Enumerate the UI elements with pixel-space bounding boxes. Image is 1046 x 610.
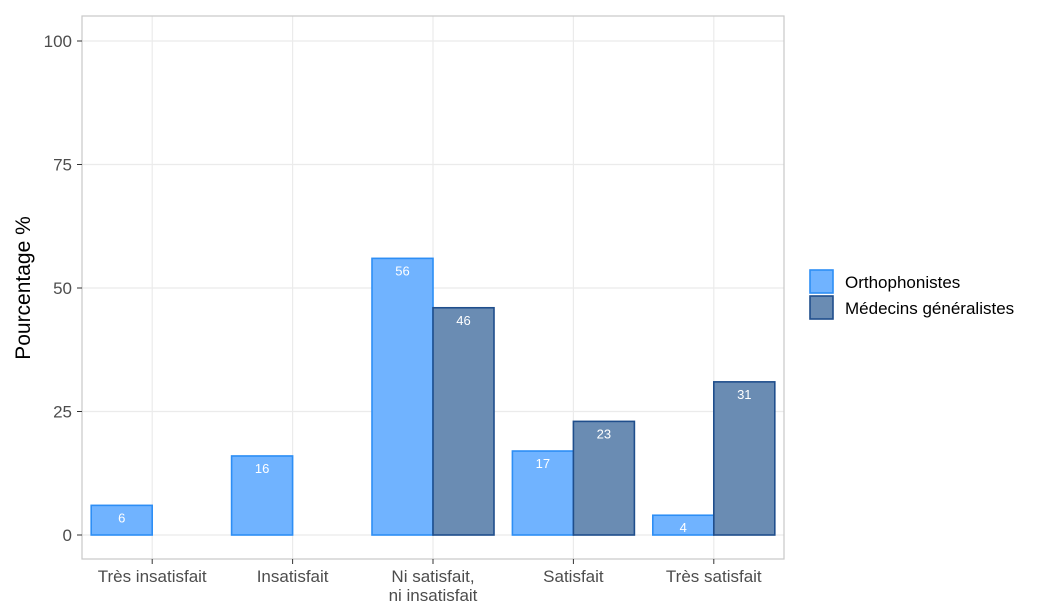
bars-layer [90,257,776,536]
y-axis-title: Pourcentage % [12,216,35,360]
bar-orthophonistes [90,504,153,536]
bar-orthophonistes [230,455,294,536]
y-tick-label: 25 [53,403,72,422]
axes-layer: 0 25 50 75 100 Très insatisfait Insatisfait Ni … [44,15,785,605]
legend-key [809,269,834,294]
legend-label: Médecins généralistes [845,299,1014,318]
x-tick-label: Très satisfait [666,567,762,586]
x-tick-label: Satisfait [543,567,604,586]
data-label: 31 [737,387,751,402]
legend: Orthophonistes Médecins généralistes [809,269,1014,320]
data-label: 6 [118,510,125,525]
data-label: 23 [597,426,611,441]
legend-label: Orthophonistes [845,273,960,292]
bar-orthophonistes [511,450,575,536]
data-labels-layer: 6 16 56 46 17 23 4 31 [118,263,751,535]
x-tick-label: ni insatisfait [389,586,478,605]
y-tick-label: 50 [53,279,72,298]
legend-key [809,295,834,320]
data-label: 46 [456,313,470,328]
data-label: 16 [255,461,269,476]
data-label: 4 [680,520,687,535]
x-tick-label: Très insatisfait [98,567,207,586]
y-tick-label: 0 [63,526,72,545]
x-tick-label: Insatisfait [257,567,329,586]
bar-medecins-generalistes [712,381,776,536]
data-label: 56 [395,263,409,278]
y-tick-label: 75 [53,156,72,175]
bar-medecins-generalistes [572,420,636,536]
bar-orthophonistes [371,257,434,536]
x-tick-label: Ni satisfait, [391,567,474,586]
data-label: 17 [536,456,550,471]
bar-medecins-generalistes [432,306,495,536]
y-tick-label: 100 [44,32,72,51]
